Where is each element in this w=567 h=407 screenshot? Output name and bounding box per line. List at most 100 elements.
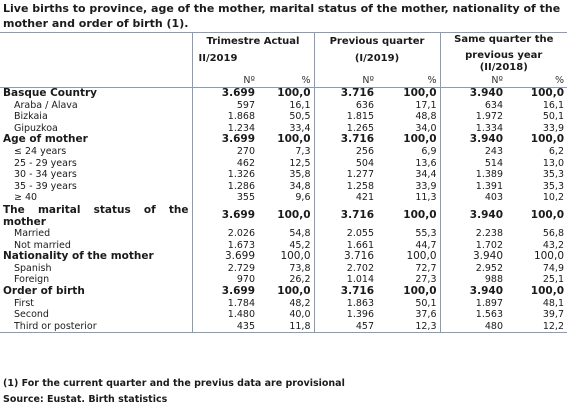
count-cell: 504 <box>313 157 377 170</box>
row-label: Bizkaia <box>14 111 48 123</box>
count-cell: 1.897 <box>439 297 506 310</box>
percent-cell: 50,1 <box>415 297 437 309</box>
row-label: 30 - 34 years <box>14 169 77 181</box>
count-cell: 1.863 <box>313 297 377 310</box>
percent-cell: 12,5 <box>289 157 311 169</box>
table-row: Second 1.480 40,0 1.396 37,6 1.563 39,7 <box>0 309 567 321</box>
percent-cell: 34,8 <box>289 180 311 192</box>
percent-cell: 6,2 <box>548 145 564 157</box>
previous-quarter-header: Previous quarter <box>313 32 440 50</box>
count-cell: 3.716 <box>313 203 377 228</box>
percent-cell: 26,2 <box>289 274 311 286</box>
count-cell: 403 <box>439 192 506 204</box>
table-row: 30 - 34 years 1.326 35,8 1.277 34,4 1.389 35,3 <box>0 169 567 181</box>
table-row: Third or posterior 435 11,8 457 12,3 480 12,2 <box>0 320 567 334</box>
count-cell: 2.729 <box>191 262 258 275</box>
percent-cell: 55,3 <box>415 227 437 239</box>
count-cell: 1.784 <box>191 297 258 310</box>
count-cell: 3.940 <box>439 285 506 298</box>
count-cell: 1.661 <box>313 239 377 252</box>
table-row: Spanish 2.729 73,8 2.702 72,7 2.952 74,9 <box>0 262 567 275</box>
percent-cell: 50,1 <box>542 111 564 123</box>
percent-cell: 12,2 <box>506 320 567 334</box>
percent-cell: 34,4 <box>415 169 437 181</box>
current-quarter-period: II/2019 <box>191 50 314 74</box>
count-cell: 243 <box>439 145 506 158</box>
percent-cell: 100,0 <box>403 134 437 146</box>
count-cell: 3.940 <box>439 203 506 228</box>
count-cell: 1.265 <box>313 122 377 135</box>
percent-cell: 39,7 <box>542 309 564 321</box>
count-cell: 355 <box>191 192 258 204</box>
percent-cell: 11,8 <box>258 320 314 334</box>
row-label: Nationality of the mother <box>3 251 154 263</box>
count-cell: 2.702 <box>313 262 377 275</box>
count-cell: 2.238 <box>439 227 506 240</box>
count-cell: 597 <box>191 99 258 112</box>
percent-cell: 100,0 <box>403 87 437 99</box>
count-cell: 270 <box>191 145 258 158</box>
percent-cell: 100,0 <box>530 285 564 297</box>
percent-cell: 100,0 <box>530 209 564 222</box>
percent-cell: 100,0 <box>277 87 311 99</box>
percent-cell: 100,0 <box>406 251 437 263</box>
table-row: The marital status of the mother 3.699 100… <box>0 203 567 228</box>
row-label: Araba / Álava <box>14 99 78 111</box>
row-label: Third or posterior <box>0 320 192 334</box>
row-label: Not married <box>14 239 71 251</box>
count-cell: 1.234 <box>191 122 258 135</box>
count-cell: 514 <box>439 157 506 170</box>
count-cell: 3.699 <box>191 203 258 228</box>
percent-cell: 74,9 <box>542 262 564 274</box>
count-cell: 256 <box>313 145 377 158</box>
count-cell: 421 <box>313 192 377 204</box>
row-label: Basque Country <box>3 87 98 99</box>
count-cell: 480 <box>439 320 506 334</box>
count-cell: 2.952 <box>439 262 506 275</box>
percent-cell: 45,2 <box>289 239 311 251</box>
table-row: Age of mother 3.699 100,0 3.716 100,0 3.940 10… <box>0 134 567 146</box>
percent-cell: 34,0 <box>415 122 437 134</box>
percent-cell: 54,8 <box>289 227 311 239</box>
count-cell: 3.940 <box>439 251 506 263</box>
row-label: 35 - 39 years <box>14 180 77 192</box>
count-cell: 1.673 <box>191 239 258 252</box>
count-cell: 457 <box>313 320 377 334</box>
count-cell: 970 <box>191 274 258 286</box>
percent-cell: 100,0 <box>403 209 437 222</box>
percent-cell: 100,0 <box>533 251 564 263</box>
percent-cell: 44,7 <box>415 239 437 251</box>
percent-cell: 16,1 <box>289 99 311 111</box>
count-cell: 1.868 <box>191 111 258 123</box>
percent-cell: 33,9 <box>415 180 437 192</box>
percent-cell: 13,6 <box>415 157 437 169</box>
row-label: 25 - 29 years <box>14 157 77 169</box>
percent-cell: 35,3 <box>542 180 564 192</box>
percent-cell: 100,0 <box>277 285 311 297</box>
count-cell: 1.258 <box>313 180 377 193</box>
same-quarter-header: Same quarter the <box>439 32 567 50</box>
table-row: Araba / Álava 597 16,1 636 17,1 634 16,1 <box>0 99 567 112</box>
count-cell: 1.326 <box>191 169 258 181</box>
count-cell: 435 <box>191 320 258 334</box>
percent-cell: 7,3 <box>295 145 311 157</box>
percent-cell: 40,0 <box>289 309 311 321</box>
row-label: Gipuzkoa <box>14 122 58 134</box>
row-label: The marital status of the mother <box>3 203 189 228</box>
percent-cell: 37,6 <box>415 309 437 321</box>
percent-cell: 11,3 <box>415 192 437 204</box>
count-cell: 2.026 <box>191 227 258 240</box>
row-label: ≤ 24 years <box>14 145 67 157</box>
count-cell: 1.972 <box>439 111 506 123</box>
count-cell: 3.699 <box>191 134 258 146</box>
table-row: Order of birth 3.699 100,0 3.716 100,0 3.940 1… <box>0 285 567 298</box>
count-cell: 1.014 <box>313 274 377 286</box>
count-cell: 1.563 <box>439 309 506 321</box>
n-header: Nº <box>191 74 258 88</box>
percent-cell: 48,1 <box>542 297 564 309</box>
percent-cell: 73,8 <box>289 262 311 274</box>
row-label: Second <box>14 309 49 321</box>
footnote: (1) For the current quarter and the prev… <box>3 378 345 389</box>
row-label: Foreign <box>14 274 50 286</box>
count-cell: 1.391 <box>439 180 506 193</box>
